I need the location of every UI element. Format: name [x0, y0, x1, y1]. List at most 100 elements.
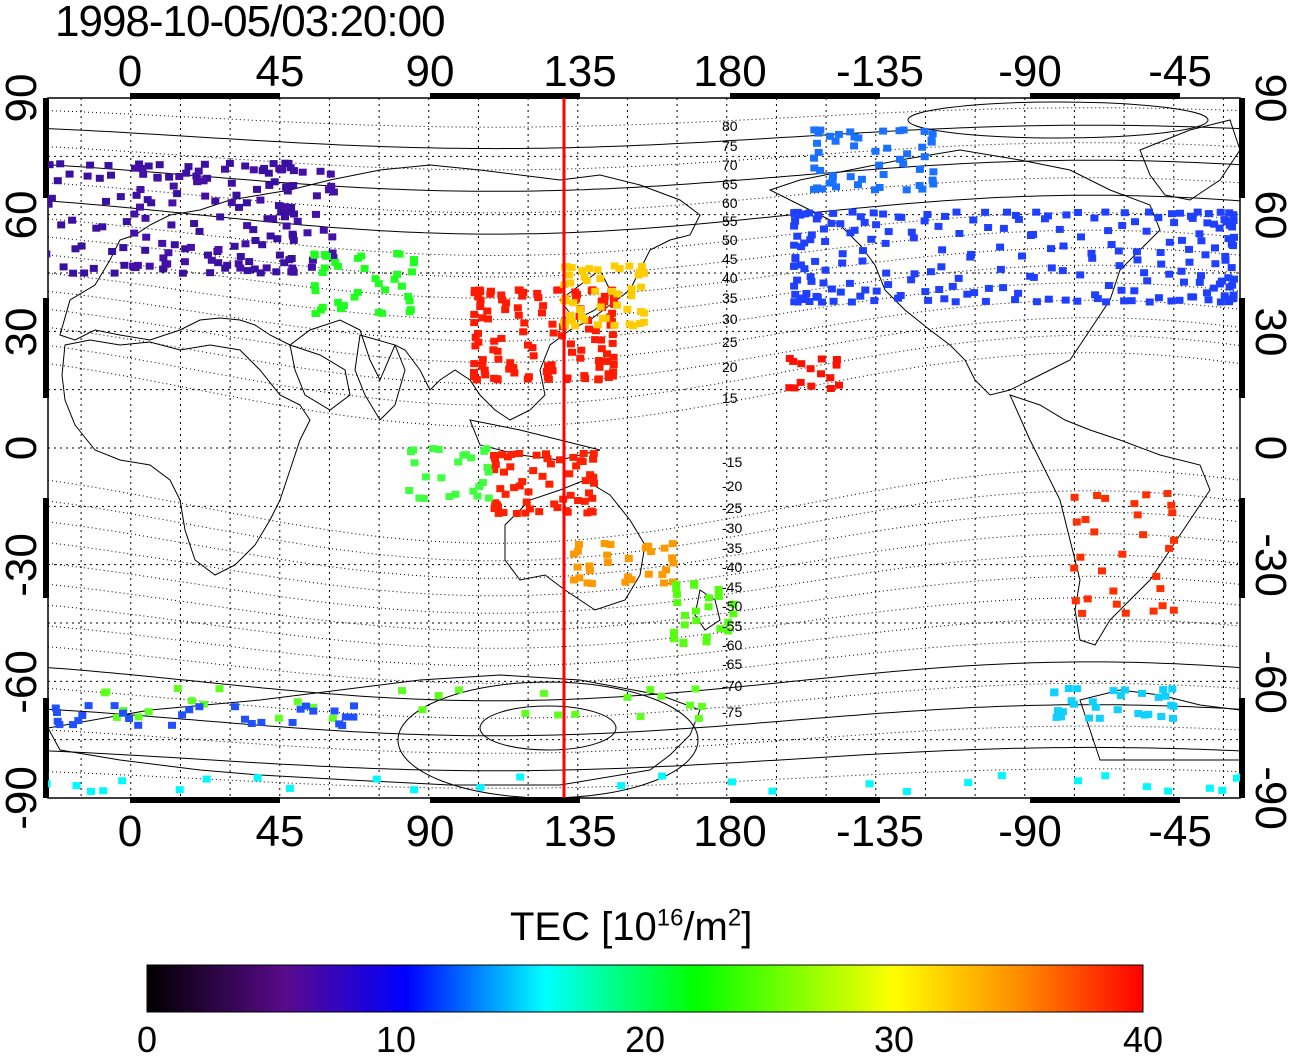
tec-cell	[518, 292, 527, 300]
tec-cell	[243, 267, 252, 275]
tec-cell	[331, 258, 340, 266]
tec-cell	[856, 213, 865, 221]
tec-cell	[243, 222, 252, 230]
frame-bar-top	[730, 93, 880, 99]
mag-lat-label: -20	[722, 478, 742, 494]
tec-cell	[902, 788, 911, 795]
tec-cell	[173, 190, 182, 198]
bottom-axis-label: 180	[693, 807, 766, 856]
tec-cell	[627, 576, 636, 584]
tec-cell	[497, 291, 506, 299]
tec-cell	[1112, 600, 1121, 608]
tec-cell	[870, 297, 879, 305]
tec-cell	[405, 297, 414, 305]
tec-cell	[201, 192, 210, 200]
tec-cell	[704, 603, 713, 611]
tec-cell	[334, 298, 343, 306]
tec-cell	[910, 270, 919, 278]
tec-cell	[499, 509, 508, 516]
tec-cell	[236, 264, 245, 272]
mag-contour	[48, 468, 1240, 544]
tec-cell	[18, 160, 26, 167]
tec-cell	[915, 182, 924, 189]
tec-cell	[954, 274, 963, 282]
tec-cell	[832, 356, 841, 363]
colorbar-label-40: 40	[1122, 1019, 1164, 1060]
tec-cell	[1168, 509, 1177, 517]
mag-lat-label: 40	[722, 270, 738, 286]
tec-cell	[869, 209, 878, 217]
tec-cell	[1090, 528, 1099, 536]
tec-cell	[981, 208, 990, 216]
tec-cell	[796, 294, 805, 302]
tec-cell	[334, 262, 342, 270]
tec-cell	[169, 182, 178, 190]
tec-cell	[996, 265, 1005, 273]
tec-cell	[1081, 516, 1090, 523]
tec-cell	[564, 271, 573, 279]
tec-cell	[298, 168, 307, 176]
tec-cell	[826, 385, 835, 392]
tec-cell	[535, 508, 544, 516]
tec-cell	[199, 700, 208, 708]
tec-cell	[806, 236, 815, 244]
tec-cell	[1165, 270, 1174, 278]
tec-cell	[136, 186, 145, 193]
tec-cell	[173, 685, 182, 692]
tec-cell	[470, 289, 479, 297]
tec-cell	[673, 599, 682, 607]
tec-cell	[981, 297, 990, 305]
tec-cell	[524, 488, 533, 496]
tec-cell	[793, 276, 802, 284]
tec-cell	[78, 712, 87, 719]
tec-cell	[597, 345, 606, 353]
tec-cell	[838, 259, 847, 267]
bottom-axis-label: -45	[1148, 807, 1212, 856]
tec-cell	[920, 153, 929, 161]
tec-cell	[467, 454, 476, 462]
tec-cell	[525, 505, 534, 513]
tec-cell	[938, 246, 947, 254]
tec-cell	[247, 720, 256, 727]
tec-cell	[819, 225, 828, 233]
tec-cell	[599, 314, 607, 322]
tec-cell	[658, 571, 667, 579]
tec-cell	[984, 284, 993, 292]
tec-cell	[576, 354, 585, 362]
tec-cell	[814, 148, 823, 156]
tec-cell	[506, 463, 515, 471]
tec-cell	[1055, 225, 1064, 233]
tec-cell	[1229, 217, 1238, 224]
mag-lat-label: 65	[722, 176, 738, 192]
tec-cell	[1225, 209, 1234, 217]
tec-cell	[816, 126, 825, 134]
mag-contour	[48, 212, 1240, 256]
tec-cell	[575, 305, 584, 313]
tec-cell	[1076, 553, 1085, 561]
right-axis-label: 30	[1246, 308, 1292, 357]
tec-cell	[554, 711, 563, 719]
tec-cell	[588, 494, 597, 502]
tec-cell	[69, 721, 77, 729]
tec-cell	[999, 224, 1008, 232]
tec-cell	[556, 456, 564, 464]
mag-lat-label: -40	[722, 559, 742, 575]
tec-cell	[245, 258, 254, 266]
mag-lat-label: 60	[722, 195, 738, 211]
tec-cell	[1216, 208, 1225, 216]
tec-cell	[490, 337, 499, 345]
tec-cell	[496, 485, 505, 493]
tec-cell	[610, 262, 619, 270]
tec-cell	[353, 288, 362, 296]
tec-cell	[637, 263, 646, 270]
tec-cell	[1209, 284, 1218, 292]
tec-cell	[600, 292, 609, 300]
tec-cell	[23, 264, 31, 271]
tec-cell	[542, 450, 550, 458]
tec-cell	[566, 311, 575, 319]
tec-cell	[1132, 248, 1141, 256]
tec-cell	[178, 269, 187, 277]
tec-cell	[1014, 289, 1023, 297]
tec-cell	[846, 229, 855, 237]
tec-cell	[281, 203, 290, 211]
